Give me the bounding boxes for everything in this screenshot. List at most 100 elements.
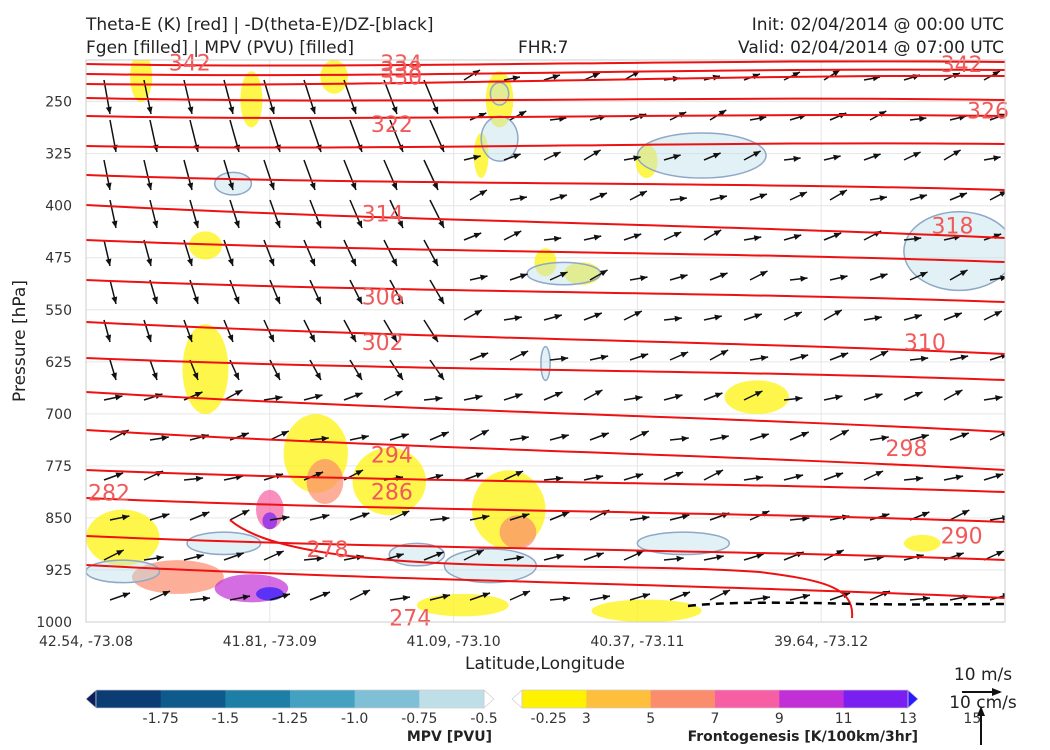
- wind-vector-head: [361, 512, 370, 519]
- wind-vector-head: [442, 515, 450, 522]
- fgen-fill: [591, 599, 702, 622]
- colorbar-tick-label: 11: [835, 711, 853, 727]
- colorbar-tick-label: 5: [646, 711, 655, 727]
- theta-e-label: 282: [88, 482, 130, 507]
- wind-vector-head: [356, 220, 362, 228]
- wind-vector-head: [562, 595, 570, 602]
- wind-vector-head: [111, 220, 118, 228]
- theta-e-line: [86, 535, 1005, 561]
- wind-vector-head: [879, 195, 887, 202]
- wind-vector-head: [513, 153, 521, 160]
- y-tick-label: 250: [45, 95, 72, 111]
- wind-vector-head: [236, 552, 244, 559]
- wind-vector-head: [840, 274, 848, 281]
- wind-vector-head: [473, 154, 481, 161]
- wind-vector-head: [954, 312, 962, 319]
- wind-vector-head: [635, 395, 643, 402]
- wind-vector-head: [350, 334, 356, 342]
- theta-e-label: 310: [904, 331, 946, 356]
- wind-vector-head: [274, 296, 281, 304]
- wind-vector-head: [836, 550, 844, 556]
- wind-vector-head: [321, 513, 330, 520]
- wind-vector-head: [437, 296, 444, 304]
- wind-vector-head: [480, 352, 489, 359]
- wind-vector-head: [474, 310, 482, 317]
- wind-vector-head: [599, 192, 607, 199]
- wind-vector-head: [354, 392, 363, 399]
- theta-e-label: 294: [371, 443, 413, 468]
- wind-vector-head: [234, 390, 243, 396]
- wind-vector-head: [762, 595, 770, 602]
- theta-e-label: 322: [371, 113, 413, 138]
- wind-vector-head: [390, 334, 397, 342]
- colorbar-segment: [96, 690, 162, 708]
- wind-vector-head: [922, 595, 930, 602]
- wind-vector-head: [800, 353, 809, 360]
- wind-vector-head: [242, 594, 250, 601]
- theta-e-line: [86, 279, 1005, 303]
- wind-vector-head: [438, 220, 444, 228]
- wind-vector-head: [227, 258, 234, 266]
- wind-vector-head: [833, 154, 841, 161]
- wind-vector-head: [519, 195, 527, 202]
- theta-e-line: [86, 114, 1005, 119]
- wind-vector-head: [552, 74, 560, 80]
- wind-vector-head: [841, 430, 849, 436]
- wind-vector-head: [956, 552, 964, 559]
- wind-vector-head: [322, 591, 330, 598]
- wind-vector-head: [921, 433, 929, 440]
- mpv-fill: [636, 531, 731, 556]
- theta-e-line: [86, 564, 1005, 599]
- wind-vector-head: [995, 395, 1003, 402]
- wind-vector-head: [553, 152, 561, 158]
- y-tick-label: 400: [45, 199, 72, 215]
- wind-vector-head: [187, 182, 194, 190]
- wind-vector-head: [759, 271, 768, 277]
- wind-vector-head: [961, 510, 970, 516]
- mpv-colorbar-title: MPV [PVU]: [407, 729, 492, 745]
- vector-legend: 10 m/s 10 cm/s: [949, 665, 1017, 745]
- wind-vector-head: [479, 190, 487, 197]
- wind-vector-head: [721, 434, 729, 441]
- theta-e-line: [86, 469, 1005, 493]
- wind-vector-head: [276, 551, 284, 557]
- wind-vector-head: [960, 354, 969, 361]
- wind-vector-head: [193, 220, 199, 228]
- wind-vector-head: [674, 315, 682, 322]
- wind-vector-head: [793, 234, 802, 240]
- wind-vector-head: [441, 431, 449, 438]
- wind-vector-head: [913, 152, 921, 158]
- wind-vector-head: [234, 220, 240, 228]
- wind-vector-head: [105, 334, 112, 342]
- fgen-fill: [130, 60, 153, 103]
- wind-vector-head: [599, 270, 608, 277]
- wind-vector-head: [914, 313, 922, 320]
- wind-vector-head: [718, 110, 727, 117]
- y-tick-label: 325: [45, 147, 72, 163]
- wind-vector-head: [391, 182, 397, 190]
- wind-vector-head: [601, 432, 609, 439]
- wind-vector-head: [475, 472, 484, 479]
- y-axis-ticks: 250 325 400 475 550 625 700 775 850 925 1000: [36, 95, 72, 631]
- colorbar-tick-label: 9: [775, 711, 784, 727]
- wind-vector-head: [559, 272, 568, 278]
- fgen-fill: [182, 324, 229, 415]
- colorbar-extend-right: [483, 689, 495, 709]
- mpv-fill: [903, 211, 1005, 292]
- x-tick-label: 41.81, -73.09: [223, 634, 317, 650]
- wind-vector-head: [834, 394, 843, 401]
- x-tick-label: 41.09, -73.10: [407, 634, 501, 650]
- wind-vector-head: [151, 372, 158, 380]
- fgen-fill: [352, 447, 427, 516]
- wind-vector-head: [919, 272, 928, 278]
- wind-vector-head: [961, 432, 969, 439]
- wind-vector-head: [401, 511, 410, 517]
- wind-vector-head: [513, 231, 522, 237]
- wind-vector-head: [121, 514, 130, 521]
- wind-vector-head: [642, 593, 650, 599]
- wind-vector-head: [520, 351, 529, 357]
- wind-vector-head: [391, 258, 397, 266]
- wind-vector-head: [759, 193, 767, 200]
- colorbar-tick-label: 3: [582, 711, 591, 727]
- wind-vector-head: [401, 433, 409, 439]
